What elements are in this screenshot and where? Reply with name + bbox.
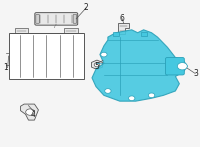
Text: 1: 1 xyxy=(3,63,8,72)
FancyBboxPatch shape xyxy=(64,28,78,33)
Text: 3: 3 xyxy=(194,69,199,78)
FancyBboxPatch shape xyxy=(165,57,184,75)
Text: 2: 2 xyxy=(84,4,88,12)
FancyBboxPatch shape xyxy=(73,15,77,23)
Circle shape xyxy=(148,93,155,98)
FancyBboxPatch shape xyxy=(141,32,147,36)
Polygon shape xyxy=(118,23,129,34)
Polygon shape xyxy=(92,30,187,101)
Circle shape xyxy=(94,63,100,67)
Circle shape xyxy=(177,63,187,70)
Text: 6: 6 xyxy=(119,14,124,23)
FancyBboxPatch shape xyxy=(9,33,84,79)
FancyBboxPatch shape xyxy=(35,13,78,25)
Polygon shape xyxy=(21,104,38,120)
Circle shape xyxy=(105,89,111,93)
Circle shape xyxy=(26,109,34,115)
Circle shape xyxy=(101,52,107,57)
FancyBboxPatch shape xyxy=(36,15,39,23)
FancyBboxPatch shape xyxy=(15,28,28,33)
Text: 4: 4 xyxy=(31,110,36,119)
Text: 5: 5 xyxy=(95,62,99,71)
FancyBboxPatch shape xyxy=(113,32,119,36)
Circle shape xyxy=(129,96,135,101)
